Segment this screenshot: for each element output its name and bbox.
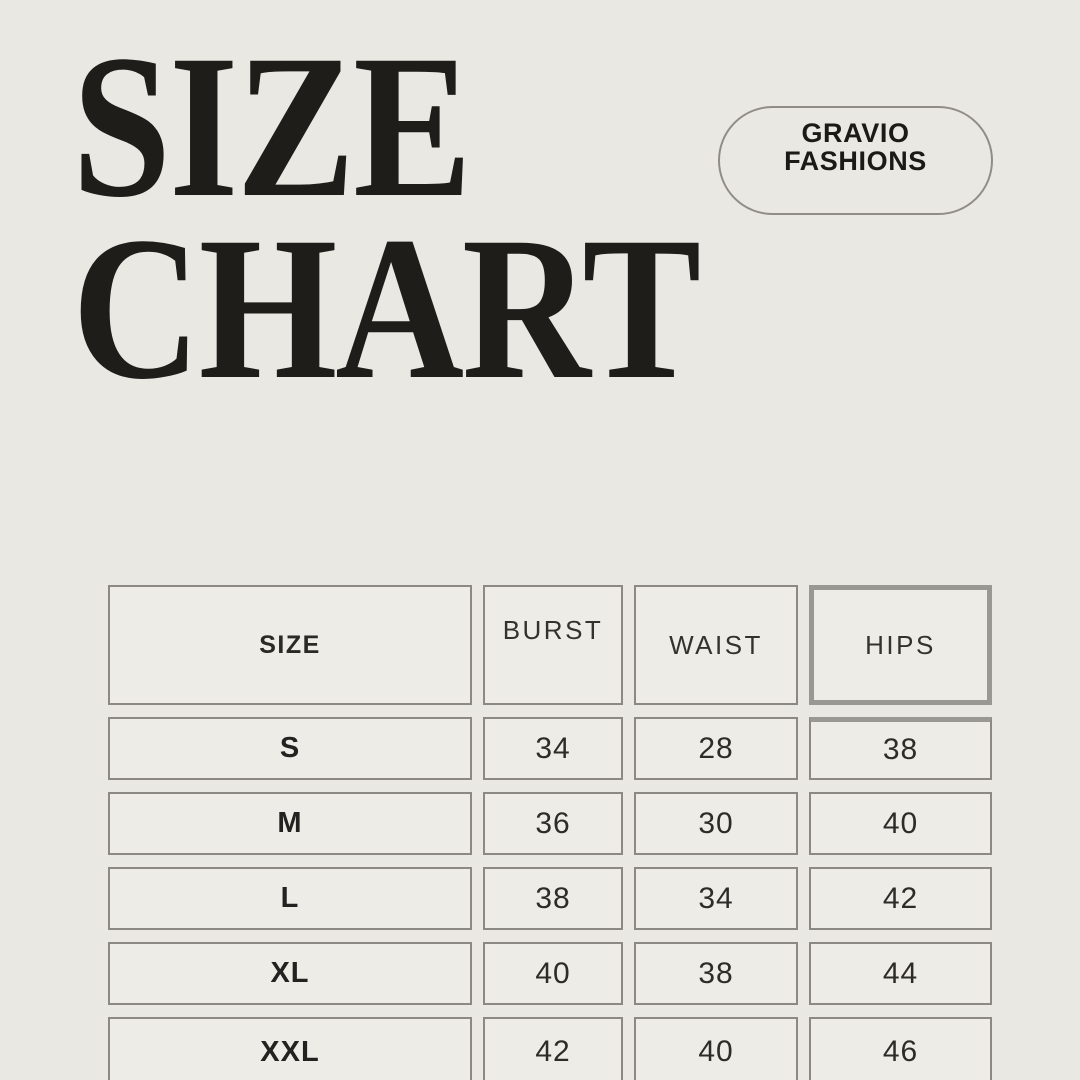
- brand-badge-line-2: FASHIONS: [784, 146, 927, 176]
- size-table: SIZE BURST WAIST HIPS S 34 28 38 M 36 30…: [108, 585, 992, 1080]
- title-line-1: SIZE: [72, 13, 472, 240]
- row-s-size-cell: S: [108, 717, 472, 780]
- row-l-waist-cell: 34: [634, 867, 798, 930]
- header-size: SIZE: [108, 585, 472, 705]
- header-size-label: SIZE: [259, 630, 321, 659]
- row-xl-size-cell: XL: [108, 942, 472, 1005]
- page-title: SIZE CHART: [72, 13, 701, 423]
- row-s-waist-cell: 28: [634, 717, 798, 780]
- title-line-2: CHART: [72, 195, 701, 423]
- row-xxl-hips-cell: 46: [809, 1017, 992, 1080]
- header-hips-label: HIPS: [865, 629, 936, 660]
- brand-badge: GRAVIO FASHIONS: [718, 106, 993, 215]
- header-burst-label: BURST: [502, 614, 604, 645]
- row-xl-waist-cell: 38: [634, 942, 798, 1005]
- row-xxl-waist-cell: 40: [634, 1017, 798, 1080]
- header-waist-label: WAIST: [669, 629, 763, 660]
- row-l-burst-cell: 38: [483, 867, 623, 930]
- header-waist: WAIST: [634, 585, 798, 705]
- header-hips: HIPS: [809, 585, 992, 705]
- row-xxl-burst-cell: 42: [483, 1017, 623, 1080]
- row-xl-burst-cell: 40: [483, 942, 623, 1005]
- row-l-hips-cell: 42: [809, 867, 992, 930]
- brand-badge-line-1: GRAVIO: [801, 117, 910, 148]
- header-burst: BURST: [483, 585, 623, 705]
- row-xl-hips-cell: 44: [809, 942, 992, 1005]
- row-s-hips-cell: 38: [809, 717, 992, 780]
- row-m-hips-cell: 40: [809, 792, 992, 855]
- row-m-burst-cell: 36: [483, 792, 623, 855]
- row-l-size-cell: L: [108, 867, 472, 930]
- row-m-waist-cell: 30: [634, 792, 798, 855]
- row-m-size-cell: M: [108, 792, 472, 855]
- row-xxl-size-cell: XXL: [108, 1017, 472, 1080]
- row-s-burst-cell: 34: [483, 717, 623, 780]
